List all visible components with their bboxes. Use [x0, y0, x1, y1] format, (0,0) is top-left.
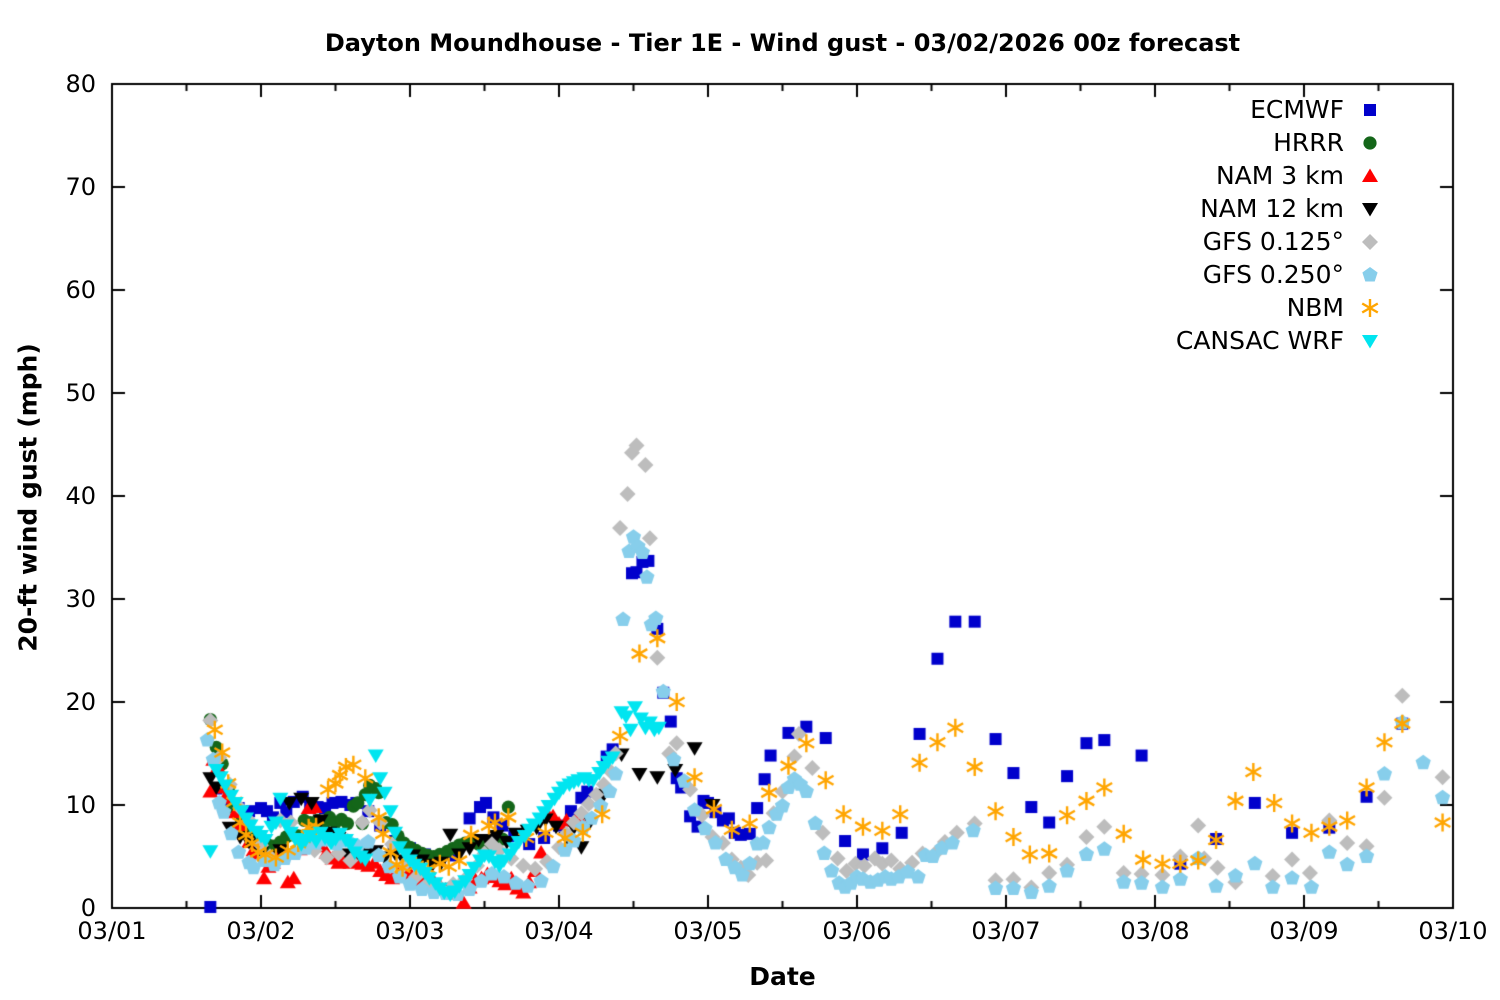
x-tick-label: 03/06: [822, 917, 892, 945]
x-tick-label: 03/01: [77, 917, 147, 945]
legend-label: NBM: [1286, 293, 1344, 322]
nbm-marker-icon: [1358, 296, 1382, 320]
y-tick-label: 50: [65, 379, 96, 407]
legend-label: HRRR: [1273, 128, 1344, 157]
x-tick-label: 03/04: [524, 917, 594, 945]
x-tick-label: 03/02: [226, 917, 296, 945]
x-tick-label: 03/05: [673, 917, 743, 945]
hrrr-marker-icon: [1358, 131, 1382, 155]
x-tick-label: 03/10: [1418, 917, 1488, 945]
legend-item-nbm: NBM: [1176, 291, 1382, 324]
legend-item-cansac-wrf: CANSAC WRF: [1176, 324, 1382, 357]
y-tick-label: 0: [80, 894, 96, 922]
y-tick-label: 80: [65, 70, 96, 98]
legend-label: NAM 3 km: [1215, 161, 1344, 190]
y-tick-label: 20: [65, 688, 96, 716]
legend-label: CANSAC WRF: [1175, 326, 1344, 355]
nam-12-km-marker-icon: [1358, 197, 1382, 221]
y-tick-label: 40: [65, 482, 96, 510]
legend: ECMWF HRRR NAM 3 km NAM 12 km GFS 0.125° GFS …: [1176, 93, 1382, 357]
legend-item-hrrr: HRRR: [1176, 126, 1382, 159]
gfs-0-125--marker-icon: [1358, 230, 1382, 254]
nam-3-km-marker-icon: [1358, 164, 1382, 188]
y-tick-label: 30: [65, 585, 96, 613]
x-axis-label: Date: [749, 962, 816, 991]
legend-item-gfs-0-125-: GFS 0.125°: [1176, 225, 1382, 258]
y-tick-label: 70: [65, 173, 96, 201]
chart-title: Dayton Moundhouse - Tier 1E - Wind gust …: [324, 29, 1241, 57]
legend-label: GFS 0.250°: [1202, 260, 1344, 289]
x-tick-label: 03/03: [375, 917, 445, 945]
y-tick-label: 10: [65, 791, 96, 819]
gfs-0-250--marker-icon: [1358, 263, 1382, 287]
ecmwf-marker-icon: [1358, 98, 1382, 122]
x-tick-label: 03/08: [1120, 917, 1190, 945]
x-tick-label: 03/09: [1269, 917, 1339, 945]
legend-label: ECMWF: [1250, 95, 1344, 124]
legend-item-nam-3-km: NAM 3 km: [1176, 159, 1382, 192]
x-tick-label: 03/07: [971, 917, 1041, 945]
legend-label: NAM 12 km: [1200, 194, 1344, 223]
y-tick-label: 60: [65, 276, 96, 304]
legend-item-nam-12-km: NAM 12 km: [1176, 192, 1382, 225]
legend-item-gfs-0-250-: GFS 0.250°: [1176, 258, 1382, 291]
cansac-wrf-marker-icon: [1358, 329, 1382, 353]
legend-label: GFS 0.125°: [1202, 227, 1344, 256]
legend-item-ecmwf: ECMWF: [1176, 93, 1382, 126]
